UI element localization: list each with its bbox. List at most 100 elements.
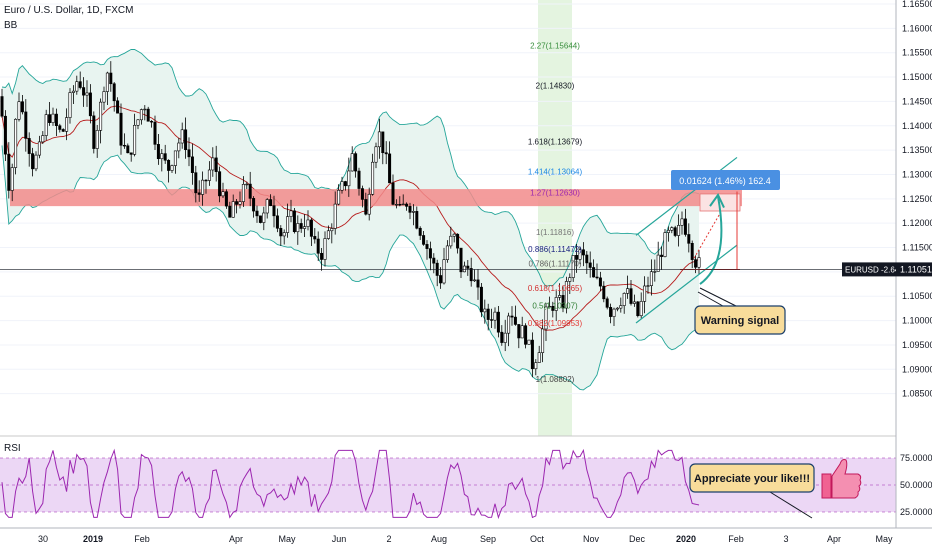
candle-body: [272, 205, 276, 217]
candle-body: [670, 227, 674, 231]
rsi-tick-label: 75.0000: [900, 453, 932, 463]
fib-label: 1.414(1.13064): [528, 167, 583, 176]
price-tick-label: 1.14000: [902, 121, 932, 131]
candle-body: [490, 319, 494, 321]
candle-body: [231, 201, 235, 218]
projection-arrow: [699, 196, 723, 285]
candle-body: [364, 199, 368, 215]
candle-body: [0, 96, 4, 117]
candle-body: [357, 170, 361, 189]
candle-body: [299, 223, 303, 229]
candle-body: [653, 271, 657, 273]
candle-body: [422, 235, 426, 245]
rsi-indicator-label: RSI: [4, 443, 21, 454]
price-tick-label: 1.16000: [902, 23, 932, 33]
fib-label: 1.27(1.12630): [530, 188, 580, 197]
candle-body: [337, 189, 341, 205]
price-pane: 2.27(1.15644) 2(1.14830) 1.618(1.13679) 1.4…: [0, 0, 896, 436]
candle-body: [544, 306, 548, 330]
candle-body: [333, 203, 337, 229]
candle-body: [360, 188, 364, 200]
candle-body: [228, 205, 232, 218]
candle-body: [636, 301, 640, 317]
bb-upper: [1, 48, 700, 287]
candle-body: [343, 181, 347, 187]
candle-body: [425, 244, 429, 249]
candle-body: [269, 199, 273, 206]
candle-body: [153, 121, 157, 145]
candle-body: [660, 254, 664, 257]
candle-body: [371, 161, 375, 195]
annotations: Warning signal Appreciate your like!!!: [689, 287, 862, 519]
candle-body: [588, 262, 592, 268]
resistance-zone-rect: [10, 189, 742, 207]
candle-body: [408, 206, 412, 213]
price-tick-label: 1.09500: [902, 340, 932, 350]
candle-body: [309, 219, 313, 237]
candle-body: [44, 114, 48, 136]
candle-body: [629, 288, 633, 304]
candle-body: [507, 315, 511, 334]
candle-body: [275, 215, 279, 229]
candle-body: [286, 216, 290, 233]
candle-body: [99, 101, 103, 131]
time-tick-label: Aug: [431, 534, 447, 544]
candle-body: [71, 90, 75, 93]
candle-body: [442, 259, 446, 284]
candle-body: [194, 172, 198, 194]
candle-body: [639, 301, 643, 317]
candle-body: [197, 192, 201, 195]
candle-body: [54, 113, 58, 127]
projection-arrow-head: [709, 192, 725, 209]
candle-body: [24, 111, 28, 139]
candle-body: [139, 109, 143, 121]
candle-body: [61, 129, 65, 132]
candle-body: [432, 257, 436, 264]
candle-body: [170, 165, 174, 171]
candle-body: [449, 235, 453, 247]
fib-label: 0.618(1.10665): [528, 284, 583, 293]
candle-body: [479, 286, 483, 313]
candle-body: [677, 225, 681, 236]
candle-body: [201, 179, 205, 195]
candle-body: [568, 277, 572, 282]
candle-body: [31, 153, 35, 170]
candle-body: [496, 311, 500, 333]
candle-body: [612, 308, 616, 317]
candle-body: [439, 275, 443, 284]
candle-body: [207, 169, 211, 181]
drawings: 0.01624 (1.46%) 162.4: [635, 156, 780, 324]
candle-body: [649, 271, 653, 286]
candle-body: [173, 150, 177, 166]
time-tick-label: Dec: [629, 534, 646, 544]
fib-label: 1.618(1.13679): [528, 137, 583, 146]
candle-body: [34, 154, 38, 170]
price-tick-label: 1.13000: [902, 169, 932, 179]
chart-title: Euro / U.S. Dollar, 1D, FXCM: [4, 5, 134, 16]
candle-body: [469, 268, 473, 282]
candle-body: [694, 259, 698, 268]
candle-body: [598, 277, 602, 287]
time-tick-label: Jun: [332, 534, 347, 544]
candle-body: [537, 352, 541, 363]
candle-body: [180, 129, 184, 144]
candle-body: [14, 118, 18, 168]
candle-body: [37, 141, 41, 156]
time-tick-label: 3: [783, 534, 788, 544]
candle-body: [687, 234, 691, 244]
candle-body: [92, 115, 96, 149]
price-tick-label: 1.11500: [902, 243, 932, 253]
dotted-projection: [693, 213, 721, 259]
fibonacci-levels: 2.27(1.15644) 2(1.14830) 1.618(1.13679) 1.4…: [528, 42, 583, 384]
candle-body: [643, 285, 647, 302]
time-tick-label: May: [875, 534, 893, 544]
candle-body: [401, 203, 405, 206]
candle-body: [493, 311, 497, 321]
price-tick-label: 1.12500: [902, 194, 932, 204]
fib-label: 0.382(1.09953): [528, 319, 583, 328]
candle-body: [418, 227, 422, 236]
candle-body: [88, 92, 92, 117]
candle-body: [578, 249, 582, 260]
